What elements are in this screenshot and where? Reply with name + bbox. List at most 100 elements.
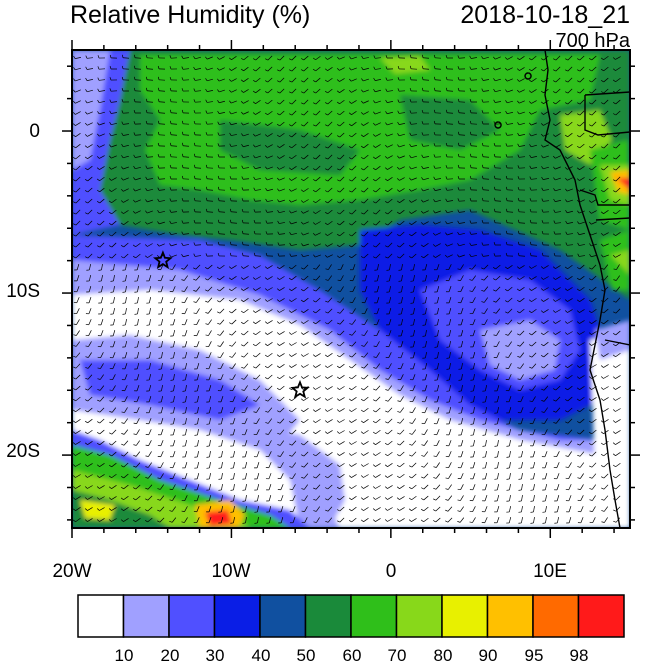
wind-barb bbox=[545, 505, 547, 513]
wind-barb-flag bbox=[336, 56, 340, 60]
wind-barb bbox=[113, 285, 115, 293]
wind-barb-flag bbox=[613, 300, 617, 303]
wind-barb-flag bbox=[445, 76, 448, 80]
wind-barb-flag bbox=[169, 220, 172, 224]
wind-barb-flag bbox=[613, 509, 617, 512]
wind-barb-flag bbox=[564, 145, 568, 148]
wind-barb-flag bbox=[409, 454, 413, 457]
wind-barb bbox=[206, 101, 214, 103]
wind-barb-flag bbox=[528, 321, 532, 325]
wind-barb-flag bbox=[313, 124, 317, 127]
wind-barb-flag bbox=[493, 289, 497, 292]
wind-barb bbox=[473, 384, 475, 392]
wind-barb bbox=[158, 189, 166, 191]
wind-barb bbox=[363, 385, 369, 391]
wind-barb bbox=[460, 484, 464, 490]
wind-barb bbox=[579, 331, 585, 335]
wind-barb bbox=[410, 134, 418, 136]
wind-barb-flag bbox=[301, 499, 305, 501]
wind-barb-flag bbox=[241, 208, 244, 213]
wind-barb-flag bbox=[108, 178, 112, 181]
wind-barb bbox=[484, 341, 488, 347]
wind-barb-flag bbox=[264, 365, 268, 369]
wind-barb bbox=[520, 440, 524, 446]
wind-barb bbox=[256, 451, 260, 457]
wind-barb bbox=[531, 330, 537, 336]
wind-barb bbox=[255, 396, 261, 402]
wind-barb-flag bbox=[433, 54, 436, 58]
wind-barb bbox=[99, 242, 105, 248]
wind-barb-flag bbox=[384, 189, 388, 193]
wind-barb bbox=[182, 233, 190, 235]
wind-barb-flag bbox=[505, 164, 508, 169]
wind-barb-flag bbox=[276, 167, 280, 170]
wind-barb-flag bbox=[157, 198, 160, 202]
wind-barb bbox=[315, 132, 321, 138]
colorbar-label: 10 bbox=[114, 646, 134, 665]
wind-barb-flag bbox=[73, 223, 77, 226]
wind-barb bbox=[303, 418, 309, 424]
wind-barb-flag bbox=[108, 486, 112, 489]
wind-barb bbox=[112, 374, 116, 380]
wind-barb-flag bbox=[552, 354, 556, 358]
wind-barb bbox=[483, 264, 489, 270]
wind-barb-flag bbox=[576, 145, 580, 149]
wind-barb bbox=[267, 88, 273, 94]
wind-barb bbox=[123, 199, 129, 203]
wind-barb bbox=[495, 78, 501, 82]
wind-barb-flag bbox=[481, 220, 484, 224]
wind-barb bbox=[555, 166, 561, 170]
wind-barb-flag bbox=[157, 466, 161, 468]
wind-barb bbox=[206, 189, 214, 191]
wind-barb bbox=[279, 396, 285, 402]
wind-barb bbox=[291, 309, 297, 313]
wind-barb bbox=[159, 243, 165, 247]
wind-barb-flag bbox=[360, 464, 364, 467]
wind-barb bbox=[435, 484, 441, 490]
wind-barb-flag bbox=[97, 55, 100, 59]
wind-barb bbox=[400, 319, 404, 325]
wind-barb-flag bbox=[613, 290, 617, 292]
wind-barb bbox=[508, 428, 512, 436]
wind-barb-flag bbox=[132, 255, 136, 259]
wind-barb-flag bbox=[276, 266, 280, 270]
wind-barb-flag bbox=[505, 334, 509, 336]
wind-barb bbox=[567, 276, 573, 280]
wind-barb bbox=[244, 462, 248, 468]
wind-barb-flag bbox=[373, 223, 377, 226]
wind-barb-flag bbox=[493, 153, 496, 157]
wind-barb-flag bbox=[588, 431, 592, 435]
wind-barb bbox=[615, 484, 621, 490]
wind-barb bbox=[363, 507, 369, 511]
wind-barb-flag bbox=[96, 189, 100, 193]
wind-barb bbox=[75, 111, 81, 115]
wind-barb-flag bbox=[109, 54, 112, 58]
wind-barb-flag bbox=[493, 186, 496, 190]
wind-barb-flag bbox=[336, 475, 340, 478]
wind-barb bbox=[603, 364, 609, 368]
wind-barb bbox=[148, 462, 152, 468]
wind-barb-flag bbox=[145, 509, 148, 512]
wind-barb-flag bbox=[505, 78, 508, 82]
wind-barb-flag bbox=[612, 244, 616, 247]
wind-barb bbox=[255, 166, 261, 170]
wind-barb-flag bbox=[85, 111, 88, 115]
wind-barb bbox=[603, 254, 609, 258]
wind-barb-flag bbox=[96, 508, 100, 511]
wind-barb bbox=[616, 275, 620, 281]
wind-barb bbox=[375, 176, 381, 182]
wind-barb-flag bbox=[588, 167, 592, 171]
wind-barb bbox=[196, 484, 200, 490]
wind-barb bbox=[148, 296, 152, 304]
wind-barb bbox=[315, 77, 321, 83]
wind-barb-flag bbox=[265, 209, 268, 213]
wind-barb bbox=[591, 473, 597, 479]
wind-barb bbox=[148, 286, 152, 292]
wind-barb bbox=[327, 154, 333, 160]
wind-barb bbox=[532, 407, 536, 413]
wind-barb-flag bbox=[493, 142, 496, 147]
wind-barb-flag bbox=[336, 212, 340, 215]
wind-barb bbox=[209, 417, 211, 425]
wind-barb-flag bbox=[577, 443, 581, 446]
wind-barb bbox=[543, 166, 549, 170]
